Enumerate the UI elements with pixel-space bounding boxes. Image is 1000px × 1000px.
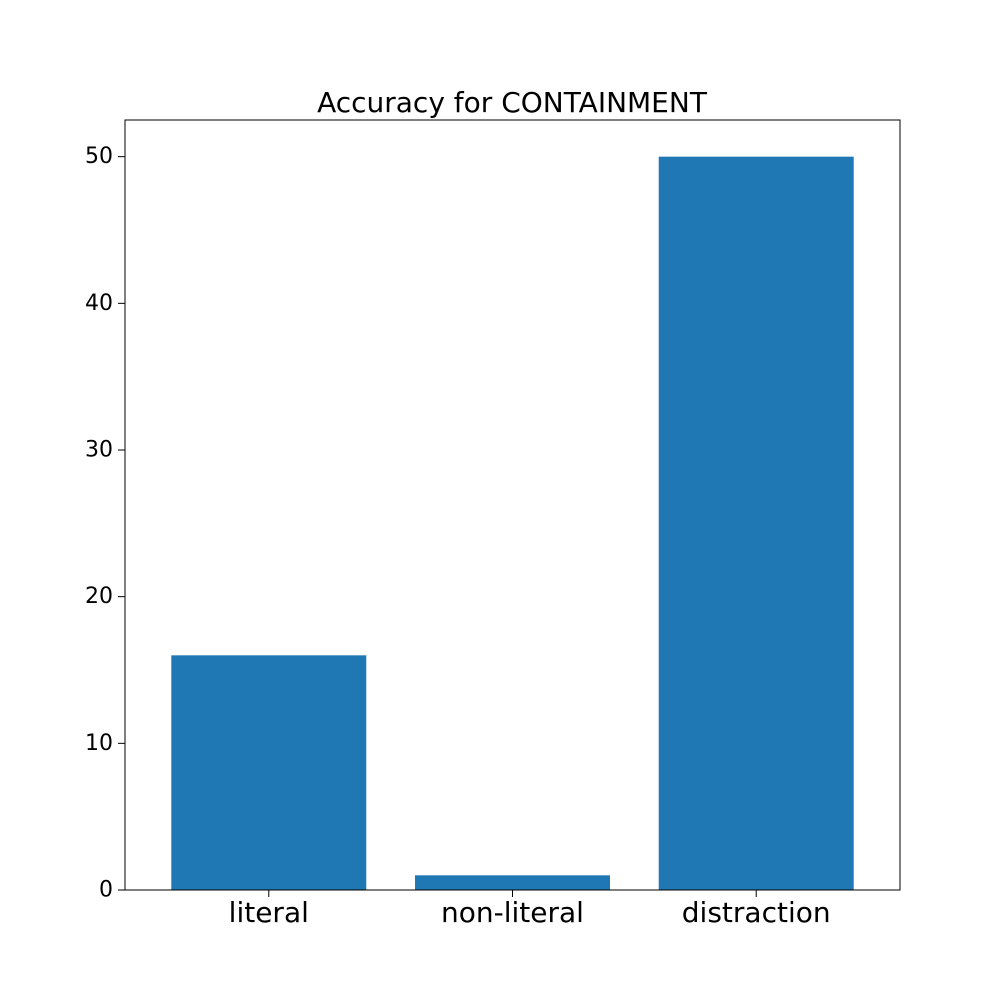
x-tick-label: literal bbox=[229, 896, 309, 929]
y-axis: 0 10 20 30 40 50 bbox=[85, 144, 125, 903]
x-tick-label: distraction bbox=[682, 896, 831, 929]
y-tick-label: 20 bbox=[85, 584, 113, 609]
bar-literal bbox=[171, 655, 367, 890]
bar-non-literal bbox=[415, 875, 610, 890]
x-axis: literal non-literal distraction bbox=[229, 890, 831, 929]
bar-distraction bbox=[658, 156, 854, 890]
chart-title: Accuracy for CONTAINMENT bbox=[317, 86, 708, 119]
y-tick-label: 0 bbox=[99, 878, 113, 903]
y-tick-label: 30 bbox=[85, 438, 113, 463]
bars-layer bbox=[171, 156, 854, 890]
y-tick-label: 40 bbox=[85, 291, 113, 316]
y-tick-label: 10 bbox=[85, 731, 113, 756]
y-tick-label: 50 bbox=[85, 144, 113, 169]
x-tick-label: non-literal bbox=[441, 896, 584, 929]
